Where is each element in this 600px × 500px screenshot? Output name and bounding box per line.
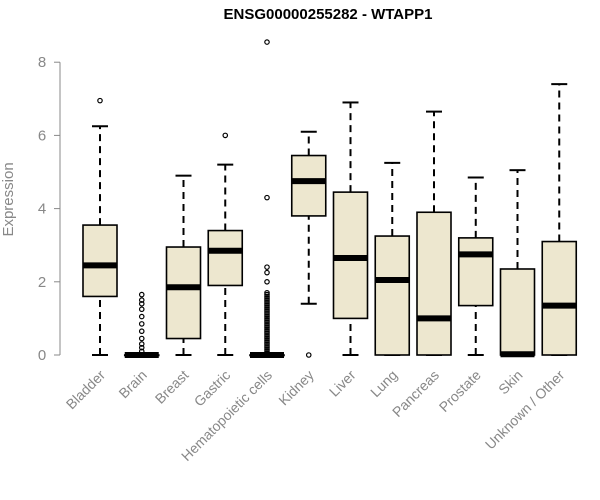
box-iqr: [290, 154, 327, 217]
outlier-point: [264, 194, 270, 201]
outlier-point: [138, 313, 145, 320]
box-prostate: [457, 176, 494, 356]
box-pancreas: [416, 110, 452, 356]
box-skin: [499, 169, 536, 358]
chart-title: ENSG00000255282 - WTAPP1: [223, 6, 433, 23]
outlier-point: [264, 346, 270, 353]
outlier-point: [264, 322, 270, 329]
outlier-point: [138, 321, 145, 327]
outlier-point: [264, 328, 270, 335]
y-axis-title: Expression: [0, 162, 17, 236]
outlier-point: [264, 330, 270, 336]
x-category-label: Breast: [152, 367, 192, 407]
x-category-label: Prostate: [436, 367, 484, 415]
x-category-label: Kidney: [275, 367, 317, 409]
box-iqr: [457, 237, 494, 307]
y-axis: 0 2 4 6 8: [38, 54, 61, 364]
outlier-point: [264, 321, 270, 327]
boxes-group: [82, 39, 578, 358]
outlier-point: [264, 313, 270, 320]
y-tick-label: 0: [38, 347, 46, 364]
outlier-point: [264, 269, 270, 276]
x-category-label: Bladder: [63, 367, 109, 413]
y-tick-label: 8: [38, 54, 46, 71]
x-category-label: Liver: [326, 367, 359, 400]
outlier-point: [264, 348, 270, 355]
outlier-point: [264, 315, 270, 322]
box-bladder: [82, 97, 118, 356]
outlier-point: [264, 302, 270, 309]
outlier-point: [264, 278, 270, 285]
outlier-point: [264, 324, 270, 331]
outlier-point: [264, 344, 270, 351]
x-category-label: Brain: [115, 367, 149, 401]
outlier-point: [222, 132, 229, 139]
outlier-point: [264, 332, 270, 338]
box-brain: [123, 291, 160, 358]
outlier-point: [264, 264, 270, 270]
box-iqr: [82, 224, 118, 298]
x-category-label: Skin: [495, 367, 526, 398]
y-tick-label: 6: [38, 127, 46, 144]
box-kidney: [290, 130, 327, 358]
box-lung: [374, 161, 411, 356]
box-gastric: [207, 132, 244, 356]
outlier-point: [264, 335, 270, 342]
outlier-point: [138, 328, 145, 335]
outlier-point: [264, 300, 270, 307]
outlier-point: [264, 308, 270, 314]
outlier-point: [138, 291, 145, 298]
y-tick-label: 2: [38, 274, 46, 291]
outlier-point: [138, 306, 145, 313]
outlier-point: [264, 297, 270, 303]
outlier-point: [264, 310, 270, 316]
y-tick-label: 4: [38, 201, 46, 218]
outlier-point: [264, 341, 270, 347]
outlier-point: [264, 293, 270, 300]
x-category-label: Lung: [367, 367, 400, 400]
outlier-point: [138, 344, 145, 351]
x-category-label: Unknown / Other: [482, 367, 568, 453]
box-iqr: [374, 235, 411, 356]
outlier-point: [264, 326, 270, 333]
outlier-point: [264, 317, 270, 324]
outlier-point: [138, 348, 145, 355]
outlier-point: [97, 97, 103, 104]
outlier-point: [264, 350, 270, 356]
box-iqr: [165, 246, 202, 340]
box-unknown-other: [541, 83, 578, 356]
outlier-point: [138, 341, 145, 347]
box-iqr: [499, 268, 536, 356]
outlier-point: [264, 337, 270, 344]
outlier-point: [264, 304, 270, 311]
outlier-point: [264, 289, 270, 296]
outlier-point: [264, 343, 270, 349]
outlier-point: [264, 39, 270, 45]
box-breast: [165, 174, 202, 356]
outlier-point: [305, 352, 312, 358]
outlier-point: [264, 319, 270, 325]
box-iqr: [541, 240, 578, 356]
outlier-point: [264, 333, 270, 340]
box-liver: [332, 101, 369, 356]
outlier-point: [264, 306, 270, 313]
outlier-point: [264, 295, 270, 302]
box-iqr: [416, 211, 452, 356]
outlier-point: [264, 311, 270, 318]
box-hematopoietic-cells: [249, 39, 285, 358]
outlier-point: [264, 339, 270, 345]
outlier-point: [264, 299, 270, 305]
outlier-point: [138, 335, 145, 342]
outlier-point: [138, 297, 145, 303]
outlier-point: [264, 291, 270, 298]
box-iqr: [207, 229, 244, 287]
outlier-point: [138, 300, 145, 307]
